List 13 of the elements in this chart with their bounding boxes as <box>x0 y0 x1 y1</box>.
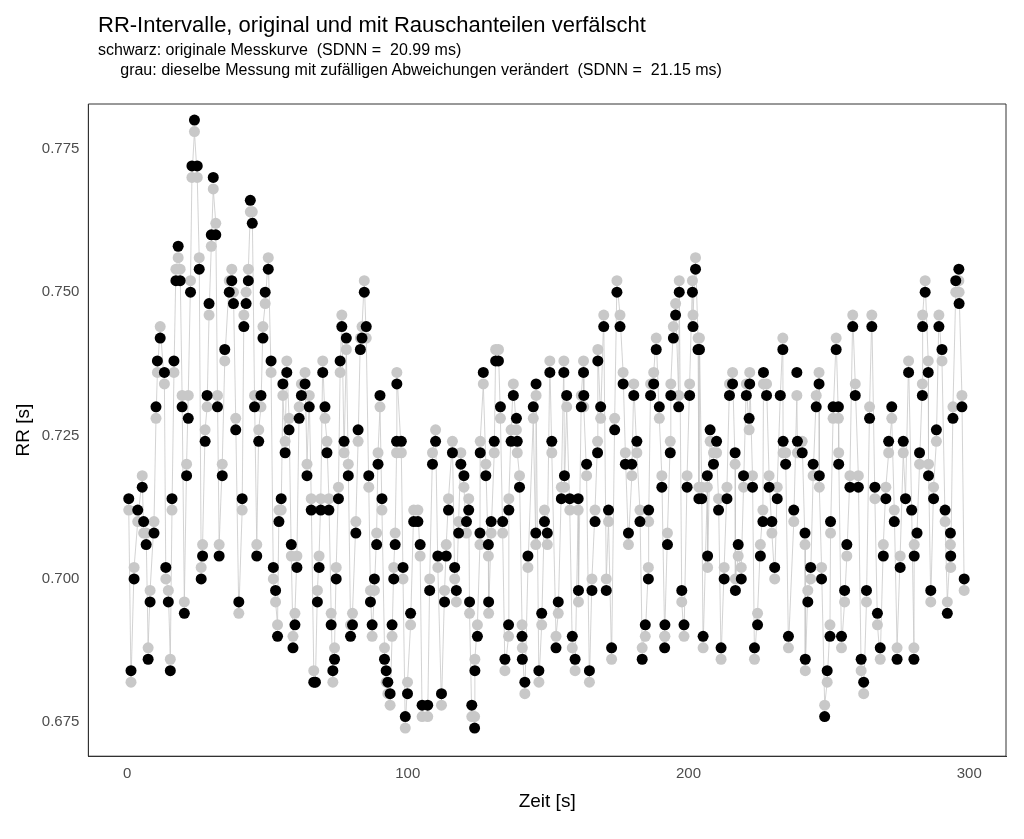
chart-title: RR-Intervalle, original und mit Rauschanteilen verfälscht <box>98 11 647 39</box>
y-tick-label: 0.725 <box>41 425 80 443</box>
x-tick-label: 200 <box>675 764 702 782</box>
y-tick-label: 0.750 <box>41 282 80 300</box>
y-axis-title: RR [s] <box>11 403 33 457</box>
y-tick-label: 0.775 <box>41 138 80 156</box>
y-tick-label: 0.700 <box>41 569 80 587</box>
x-tick-label: 0 <box>122 764 132 782</box>
y-tick-label: 0.675 <box>41 712 80 730</box>
x-axis-title: Zeit [s] <box>518 789 576 811</box>
chart-subtitle: schwarz: originale Messkurve (SDNN = 20.99 ms) grau: dieselbe Messung mit zufälligen Abweichungen verändert (SDNN = 21.15 ms) <box>98 40 723 80</box>
x-tick-label: 300 <box>956 764 982 782</box>
x-tick-label: 100 <box>395 764 421 782</box>
